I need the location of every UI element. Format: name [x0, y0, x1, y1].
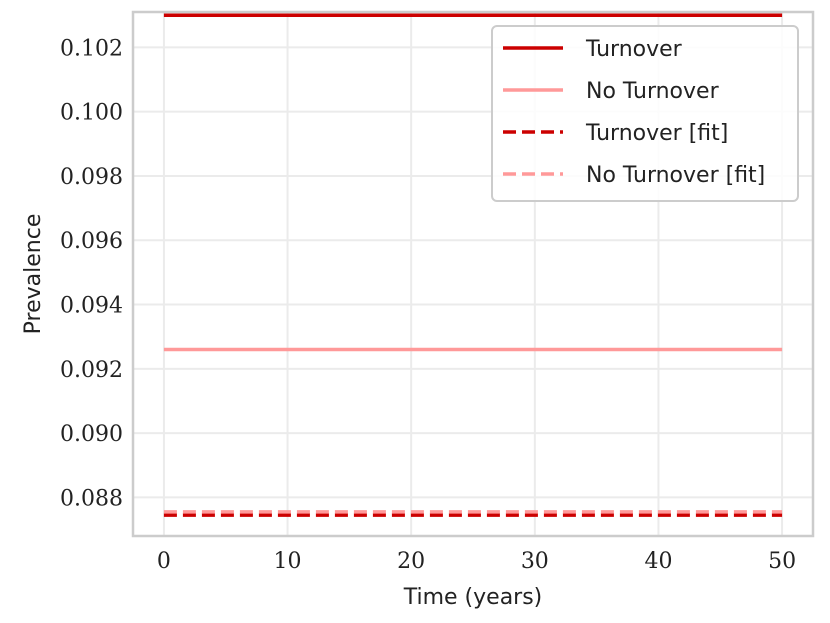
x-axis-label: Time (years)	[403, 585, 543, 610]
y-tick-label: 0.098	[60, 165, 123, 190]
plot-frame	[131, 10, 815, 538]
x-tick-label: 20	[397, 549, 425, 574]
x-tick-label: 0	[157, 549, 171, 574]
y-tick-label: 0.096	[60, 229, 123, 254]
x-tick-label: 30	[521, 549, 549, 574]
y-tick-label: 0.102	[60, 36, 123, 61]
y-ticks: 0.088 0.090 0.092 0.094 0.096 0.098 0.100 0.102	[60, 36, 123, 511]
legend-label: No Turnover [fit]	[586, 163, 765, 188]
y-tick-label: 0.100	[60, 101, 123, 126]
legend-label: Turnover [fit]	[585, 121, 728, 146]
legend-label: No Turnover	[586, 79, 720, 104]
x-tick-label: 10	[274, 549, 302, 574]
x-ticks: 0 10 20 30 40 50	[157, 549, 796, 574]
series-layer	[163, 13, 783, 517]
y-tick-label: 0.094	[60, 294, 123, 319]
legend: Turnover No Turnover Turnover [fit] No Turn…	[491, 25, 799, 202]
y-tick-label: 0.090	[60, 422, 123, 447]
x-tick-label: 50	[768, 549, 796, 574]
y-axis-label: Prevalence	[21, 214, 46, 335]
legend-label: Turnover	[585, 37, 683, 62]
x-tick-label: 40	[644, 549, 672, 574]
y-tick-label: 0.088	[60, 486, 123, 511]
legend-box	[491, 25, 799, 202]
y-tick-label: 0.092	[60, 358, 123, 383]
